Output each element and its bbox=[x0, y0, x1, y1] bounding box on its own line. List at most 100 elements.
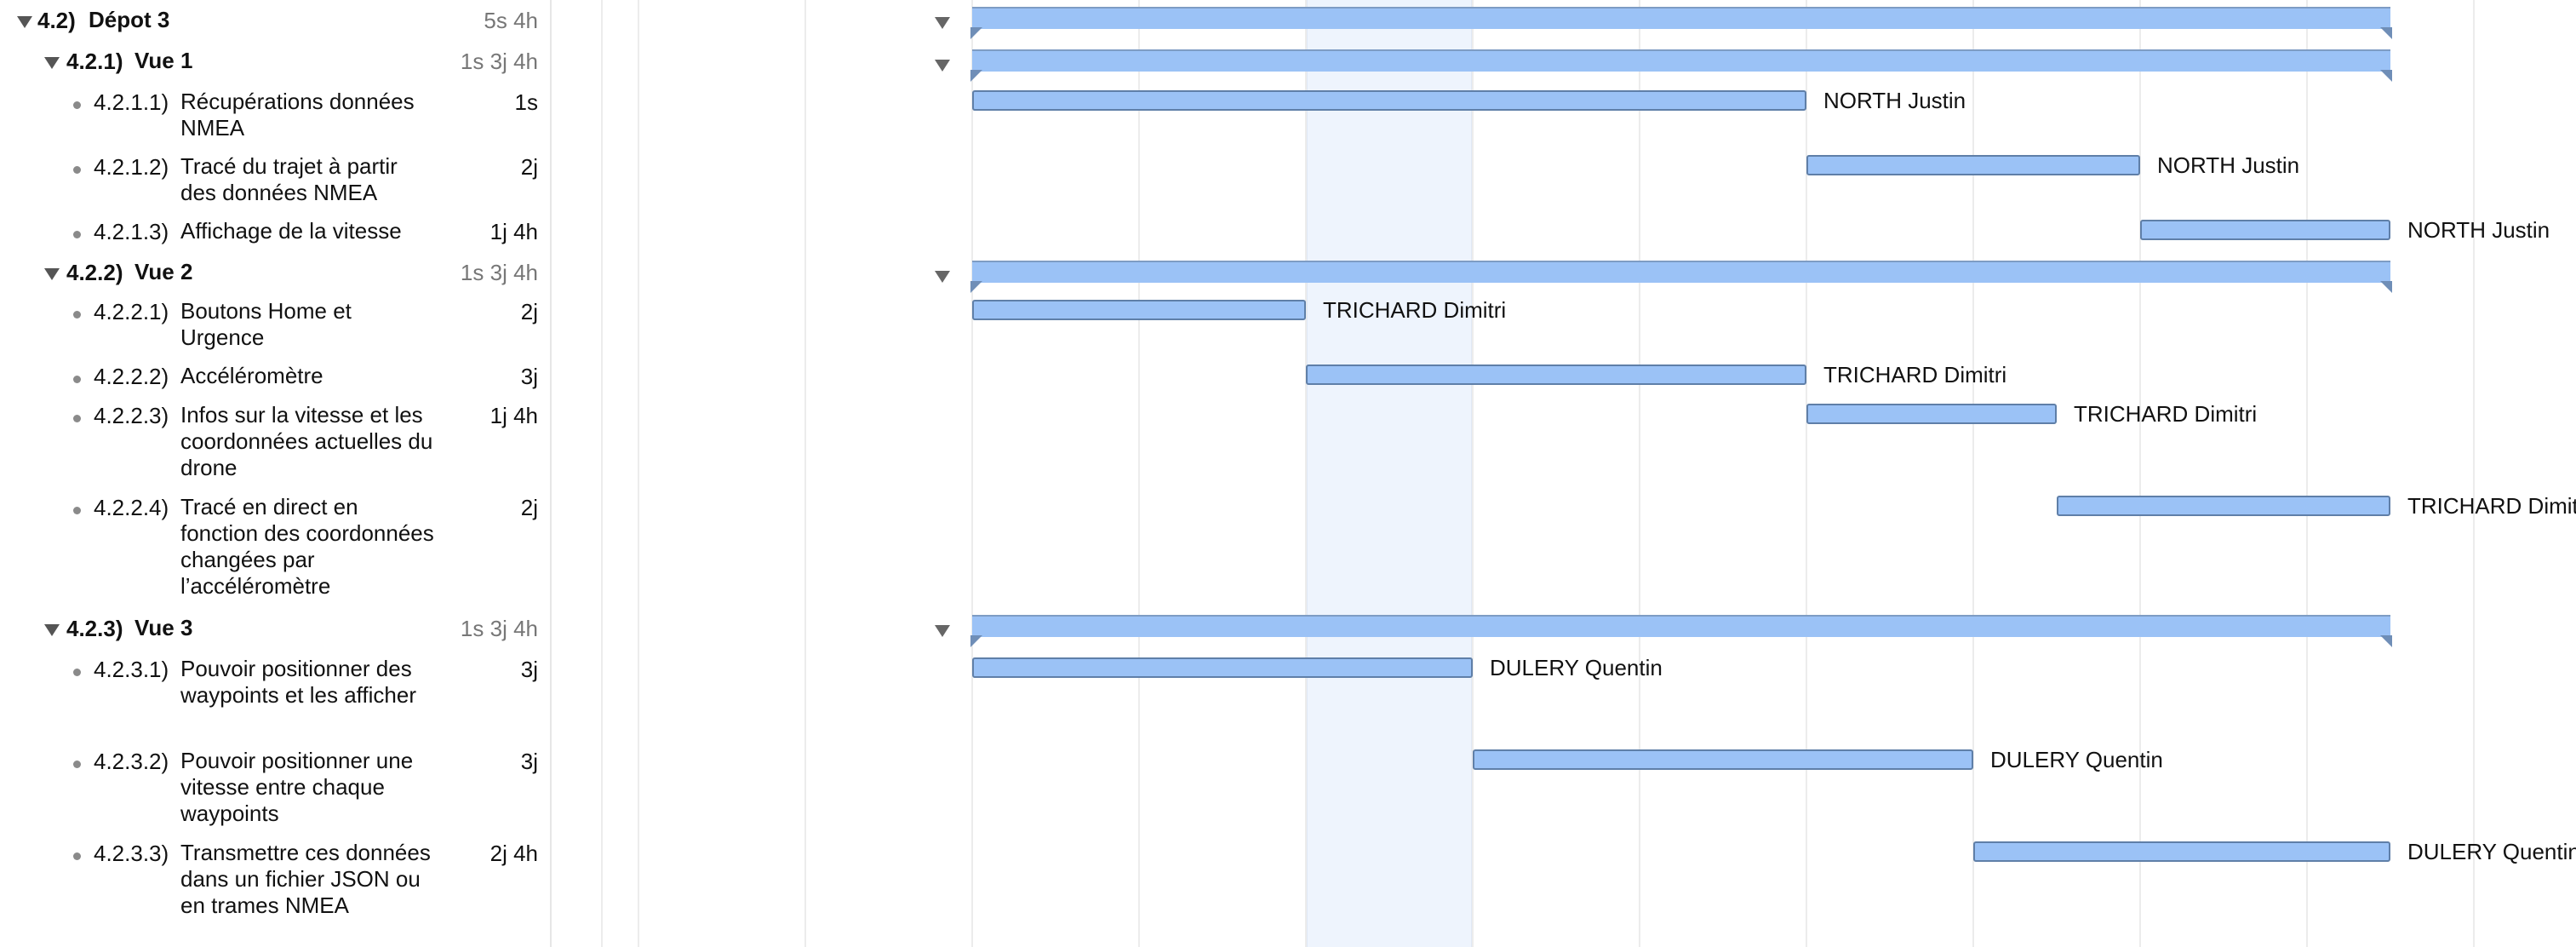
row-duration: 1s 3j 4h bbox=[460, 260, 538, 285]
collapse-toggle-icon[interactable] bbox=[935, 625, 950, 637]
collapse-toggle-icon[interactable] bbox=[935, 60, 950, 72]
row-duration: 2j bbox=[520, 495, 538, 520]
disclosure-triangle-icon[interactable] bbox=[44, 624, 60, 636]
row-name: Dépot 3 bbox=[89, 7, 170, 32]
summary-bar[interactable] bbox=[970, 615, 2392, 647]
bullet-icon bbox=[73, 507, 81, 514]
row-number: 4.2.1.1) bbox=[94, 89, 169, 115]
bullet-icon bbox=[73, 166, 81, 174]
grid-line bbox=[638, 0, 639, 947]
outline-pane: 4.2) Dépot 3 5s 4h 4.2.1) Vue 1 1s 3j 4h 4.2.1… bbox=[0, 0, 552, 947]
summary-bar[interactable] bbox=[970, 7, 2392, 39]
task-bar[interactable] bbox=[2140, 220, 2390, 240]
row-name: Vue 2 bbox=[135, 259, 193, 284]
resource-label: TRICHARD Dimitri bbox=[1823, 362, 2007, 387]
collapse-toggle-icon[interactable] bbox=[935, 17, 950, 29]
pane-divider[interactable] bbox=[550, 0, 552, 947]
row-number: 4.2.3) bbox=[66, 616, 123, 641]
resource-label: DULERY Quentin bbox=[1990, 747, 2163, 772]
today-column-highlight bbox=[1306, 0, 1473, 947]
row-name: Vue 1 bbox=[135, 48, 193, 73]
collapse-toggle-icon[interactable] bbox=[935, 271, 950, 283]
task-bar[interactable] bbox=[1306, 364, 1806, 385]
row-number: 4.2.3.2) bbox=[94, 749, 169, 774]
row-number: 4.2.1.2) bbox=[94, 154, 169, 180]
row-name: Affichage de la vitesse bbox=[180, 218, 402, 244]
bullet-icon bbox=[73, 101, 81, 109]
row-number: 4.2.1) bbox=[66, 49, 123, 74]
bullet-icon bbox=[73, 376, 81, 383]
task-bar[interactable] bbox=[2057, 496, 2390, 516]
summary-end-cap bbox=[2380, 27, 2392, 39]
row-duration: 1s 3j 4h bbox=[460, 49, 538, 74]
grid-line bbox=[1472, 0, 1474, 947]
row-name: Tracé du trajet à partir des données NME… bbox=[180, 153, 398, 205]
grid-line bbox=[1305, 0, 1307, 947]
resource-label: NORTH Justin bbox=[1823, 88, 1966, 113]
task-bar[interactable] bbox=[972, 657, 1473, 678]
summary-bar[interactable] bbox=[970, 49, 2392, 82]
grid-line bbox=[1972, 0, 1974, 947]
task-bar[interactable] bbox=[1973, 841, 2390, 862]
summary-start-cap bbox=[970, 635, 982, 647]
resource-label: NORTH Justin bbox=[2407, 217, 2550, 243]
disclosure-triangle-icon[interactable] bbox=[44, 57, 60, 69]
row-number: 4.2.2.3) bbox=[94, 403, 169, 428]
row-number: 4.2.3.3) bbox=[94, 841, 169, 866]
task-bar[interactable] bbox=[1806, 155, 2140, 175]
summary-start-cap bbox=[970, 281, 982, 293]
row-number: 4.2.2.4) bbox=[94, 495, 169, 520]
task-bar[interactable] bbox=[972, 300, 1306, 320]
row-duration: 5s 4h bbox=[484, 8, 538, 33]
bullet-icon bbox=[73, 415, 81, 422]
row-duration: 1j 4h bbox=[489, 403, 538, 428]
grid-line bbox=[2139, 0, 2141, 947]
disclosure-triangle-icon[interactable] bbox=[44, 268, 60, 280]
row-name: Tracé en direct en fonction des coordonn… bbox=[180, 494, 434, 599]
row-duration: 2j 4h bbox=[489, 841, 538, 866]
row-duration: 1s 3j 4h bbox=[460, 616, 538, 641]
bullet-icon bbox=[73, 760, 81, 768]
row-name: Infos sur la vitesse et les coordonnées … bbox=[180, 402, 433, 480]
row-number: 4.2.2.1) bbox=[94, 299, 169, 324]
resource-label: DULERY Quentin bbox=[1490, 655, 1663, 680]
bullet-icon bbox=[73, 852, 81, 860]
row-duration: 1j 4h bbox=[489, 219, 538, 244]
summary-end-cap bbox=[2380, 281, 2392, 293]
grid-line bbox=[1806, 0, 1807, 947]
row-number: 4.2) bbox=[37, 8, 76, 33]
grid-line bbox=[2306, 0, 2308, 947]
grid-line bbox=[601, 0, 603, 947]
grid-line bbox=[1639, 0, 1640, 947]
grid-line bbox=[1138, 0, 1140, 947]
resource-label: NORTH Justin bbox=[2157, 152, 2300, 178]
bullet-icon bbox=[73, 669, 81, 676]
grid-line bbox=[971, 0, 973, 947]
gantt-chart-pane: NORTH Justin NORTH Justin NORTH Justin TRIC… bbox=[552, 0, 2576, 947]
bullet-icon bbox=[73, 231, 81, 238]
resource-label: DULERY Quentin bbox=[2407, 839, 2576, 864]
row-name: Pouvoir positionner une vitesse entre ch… bbox=[180, 748, 414, 826]
row-duration: 3j bbox=[520, 657, 538, 682]
summary-end-cap bbox=[2380, 70, 2392, 82]
row-duration: 2j bbox=[520, 299, 538, 324]
row-duration: 3j bbox=[520, 749, 538, 774]
resource-label: TRICHARD Dimitri bbox=[2074, 401, 2258, 427]
summary-start-cap bbox=[970, 70, 982, 82]
row-name: Pouvoir positionner des waypoints et les… bbox=[180, 656, 416, 708]
row-name: Vue 3 bbox=[135, 615, 193, 640]
summary-end-cap bbox=[2380, 635, 2392, 647]
task-bar[interactable] bbox=[1806, 404, 2057, 424]
row-number: 4.2.2.2) bbox=[94, 364, 169, 389]
task-bar[interactable] bbox=[972, 90, 1806, 111]
grid-line bbox=[804, 0, 806, 947]
row-name: Accéléromètre bbox=[180, 363, 323, 388]
row-number: 4.2.3.1) bbox=[94, 657, 169, 682]
grid-line bbox=[2473, 0, 2475, 947]
task-bar[interactable] bbox=[1473, 749, 1973, 770]
disclosure-triangle-icon[interactable] bbox=[17, 16, 32, 28]
row-name: Transmettre ces données dans un fichier … bbox=[180, 840, 431, 918]
row-number: 4.2.1.3) bbox=[94, 219, 169, 244]
summary-bar[interactable] bbox=[970, 261, 2392, 293]
